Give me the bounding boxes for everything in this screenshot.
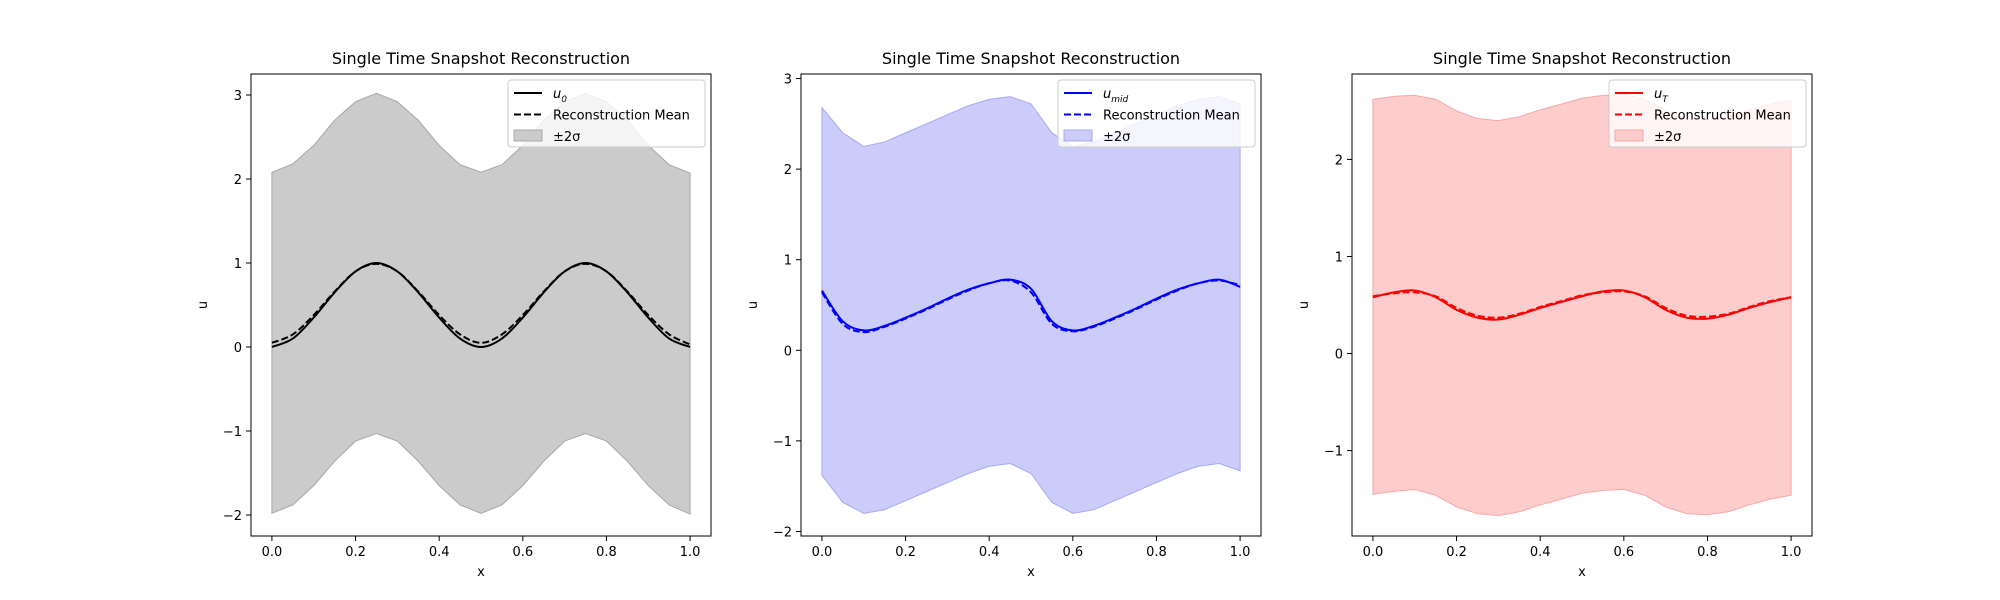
legend-entry-label: uT bbox=[1654, 87, 1669, 105]
true-solution-line bbox=[821, 278, 1241, 332]
chart-title: Single Time Snapshot Reconstruction bbox=[332, 49, 630, 68]
legend-entry-label: ±2σ bbox=[553, 130, 580, 145]
legend: umid Reconstruction Mean ±2σ bbox=[1057, 79, 1256, 148]
legend-entry-label: u0 bbox=[553, 87, 567, 105]
x-tick-label: 0.6 bbox=[1613, 545, 1634, 560]
y-tick-label: 1 bbox=[1335, 250, 1343, 265]
legend-entry-label: Reconstruction Mean bbox=[553, 109, 690, 124]
chart-title: Single Time Snapshot Reconstruction bbox=[1433, 49, 1731, 68]
y-tick-label: −2 bbox=[223, 509, 242, 524]
x-tick-label: 0.6 bbox=[512, 545, 533, 560]
x-tick-label: 0.4 bbox=[429, 545, 450, 560]
x-tick-label: 1.0 bbox=[1781, 545, 1802, 560]
x-tick-label: 0.4 bbox=[979, 545, 1000, 560]
subplot-3: 0.0 0.2 0.4 0.6 0.8 1.0 −1 0 1 2 Single Time Snaps… bbox=[1297, 49, 1813, 580]
y-tick-label: −1 bbox=[223, 425, 242, 440]
legend-box bbox=[1057, 79, 1256, 148]
axes-frame bbox=[800, 73, 1262, 537]
legend-entry-label: ±2σ bbox=[1103, 130, 1130, 145]
x-tick-label: 1.0 bbox=[1230, 545, 1251, 560]
uncertainty-band bbox=[1372, 93, 1792, 517]
reconstruction-mean-line bbox=[1372, 290, 1792, 319]
x-tick-label: 0.8 bbox=[596, 545, 617, 560]
legend-band-swatch bbox=[513, 129, 543, 142]
legend-entry-label: Reconstruction Mean bbox=[1654, 109, 1791, 124]
legend-box bbox=[1608, 79, 1807, 148]
y-tick-label: −2 bbox=[773, 525, 792, 540]
y-tick-label: 1 bbox=[784, 254, 792, 269]
legend-entry-label: umid bbox=[1103, 87, 1129, 105]
legend-entry-label: ±2σ bbox=[1654, 130, 1681, 145]
axes-frame bbox=[1351, 73, 1813, 537]
chart-title: Single Time Snapshot Reconstruction bbox=[882, 49, 1180, 68]
x-tick-label: 0.2 bbox=[1446, 545, 1467, 560]
y-tick-label: 2 bbox=[1335, 153, 1343, 168]
y-tick-label: 0 bbox=[234, 341, 242, 356]
x-tick-label: 1.0 bbox=[680, 545, 701, 560]
x-tick-label: 0.6 bbox=[1062, 545, 1083, 560]
y-axis-label: u bbox=[196, 301, 211, 309]
x-axis-label: x bbox=[1578, 565, 1586, 580]
uncertainty-band bbox=[271, 92, 691, 515]
legend: uT Reconstruction Mean ±2σ bbox=[1608, 79, 1807, 148]
x-axis-label: x bbox=[1027, 565, 1035, 580]
legend-band-swatch bbox=[1063, 129, 1093, 142]
y-tick-label: 0 bbox=[1335, 348, 1343, 363]
x-tick-label: 0.0 bbox=[1363, 545, 1384, 560]
reconstruction-mean-line bbox=[821, 279, 1241, 334]
x-tick-label: 0.0 bbox=[812, 545, 833, 560]
y-axis-label: u bbox=[746, 301, 761, 309]
x-tick-label: 0.4 bbox=[1530, 545, 1551, 560]
uncertainty-band bbox=[821, 96, 1241, 514]
legend-box bbox=[507, 79, 706, 148]
x-tick-label: 0.2 bbox=[345, 545, 366, 560]
subplot-2: 0.0 0.2 0.4 0.6 0.8 1.0 −2 −1 0 1 2 3 Single Time Sn… bbox=[746, 49, 1262, 580]
x-tick-label: 0.0 bbox=[262, 545, 283, 560]
x-axis-label: x bbox=[477, 565, 485, 580]
x-tick-label: 0.8 bbox=[1146, 545, 1167, 560]
legend-band-swatch bbox=[1614, 129, 1644, 142]
subplot-1: 0.0 0.2 0.4 0.6 0.8 1.0 −2 −1 0 1 2 3 Single Time Sn… bbox=[196, 49, 712, 580]
reconstruction-mean-line bbox=[271, 262, 691, 346]
y-tick-label: 2 bbox=[234, 173, 242, 188]
y-tick-label: 0 bbox=[784, 344, 792, 359]
y-axis-label: u bbox=[1297, 301, 1312, 309]
legend-entry-label: Reconstruction Mean bbox=[1103, 109, 1240, 124]
y-tick-label: 3 bbox=[234, 89, 242, 104]
y-tick-label: 3 bbox=[784, 73, 792, 88]
legend: u0 Reconstruction Mean ±2σ bbox=[507, 79, 706, 148]
x-tick-label: 0.2 bbox=[895, 545, 916, 560]
y-tick-label: −1 bbox=[1324, 445, 1343, 460]
y-tick-label: 1 bbox=[234, 257, 242, 272]
x-tick-label: 0.8 bbox=[1697, 545, 1718, 560]
true-solution-line bbox=[1372, 289, 1792, 321]
y-tick-label: −1 bbox=[773, 435, 792, 450]
y-tick-label: 2 bbox=[784, 163, 792, 178]
axes-frame bbox=[250, 73, 712, 537]
